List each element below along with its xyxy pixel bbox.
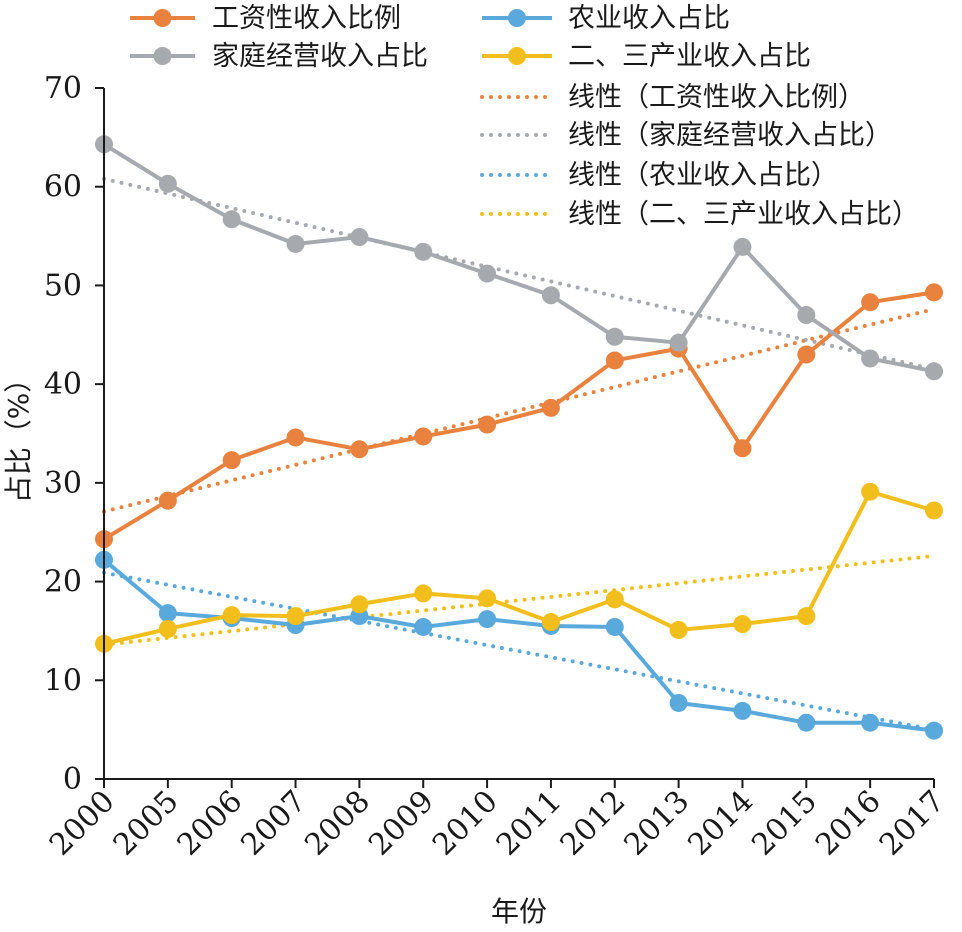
data-point xyxy=(605,617,624,636)
data-point xyxy=(861,349,880,368)
data-point xyxy=(286,234,305,253)
legend-trend-label: 线性（家庭经营收入占比） xyxy=(568,120,892,151)
y-tick-label: 60 xyxy=(44,170,82,205)
x-tick-label: 2012 xyxy=(554,784,633,863)
data-point xyxy=(797,607,816,626)
series-line xyxy=(102,290,935,541)
data-point xyxy=(478,610,497,629)
x-tick-label: 2010 xyxy=(426,784,505,863)
data-point xyxy=(414,584,433,603)
data-point xyxy=(861,713,880,732)
legend-trend-label: 线性（农业收入占比） xyxy=(568,160,838,191)
data-point xyxy=(414,242,433,261)
data-point xyxy=(541,613,560,632)
data-point xyxy=(350,228,369,247)
x-tick-label: 2013 xyxy=(618,784,697,863)
data-point xyxy=(350,440,369,459)
x-tick-label: 2009 xyxy=(362,784,441,863)
series-lines xyxy=(95,135,943,740)
data-point xyxy=(925,283,943,302)
legend-marker xyxy=(153,9,172,27)
legend-label: 工资性收入比例 xyxy=(212,3,401,34)
x-tick-label: 2016 xyxy=(809,784,888,863)
y-tick-label: 0 xyxy=(63,762,82,797)
trend-line xyxy=(102,553,936,647)
data-point xyxy=(797,713,816,732)
x-tick-label: 2014 xyxy=(681,784,760,863)
data-point xyxy=(478,589,497,608)
x-tick-label: 2015 xyxy=(745,784,824,863)
x-axis-title: 年份 xyxy=(491,895,547,928)
data-point xyxy=(414,617,433,636)
data-point xyxy=(605,327,624,346)
legend-marker xyxy=(153,47,172,65)
y-tick-label: 50 xyxy=(44,268,82,303)
y-tick-label: 70 xyxy=(44,71,82,106)
data-point xyxy=(158,491,177,510)
data-point xyxy=(861,293,880,312)
legend-label: 家庭经营收入占比 xyxy=(212,41,428,72)
trend-line xyxy=(102,570,936,732)
data-point xyxy=(925,362,943,381)
data-point xyxy=(605,351,624,370)
y-tick-label: 20 xyxy=(44,565,82,600)
data-point xyxy=(733,439,752,458)
trend-lines xyxy=(102,176,936,732)
data-point xyxy=(861,482,880,501)
legend-label: 二、三产业收入占比 xyxy=(568,41,811,72)
data-point xyxy=(733,237,752,256)
data-point xyxy=(669,333,688,352)
data-point xyxy=(158,619,177,638)
series-line xyxy=(102,558,935,733)
legend-trend-label: 线性（工资性收入比例） xyxy=(568,82,865,113)
y-tick-label: 10 xyxy=(44,663,82,698)
legend-trend-label: 线性（二、三产业收入占比） xyxy=(568,199,919,230)
data-point xyxy=(925,721,943,740)
data-point xyxy=(605,590,624,609)
trend-line xyxy=(102,176,936,372)
legend-marker xyxy=(508,9,526,27)
series-line xyxy=(103,489,935,646)
legend-label: 农业收入占比 xyxy=(568,3,730,34)
data-point xyxy=(222,210,241,229)
data-point xyxy=(669,693,688,712)
data-point xyxy=(414,427,433,446)
data-point xyxy=(222,451,241,470)
data-point xyxy=(925,501,943,520)
data-point xyxy=(797,306,816,325)
data-point xyxy=(478,264,497,283)
data-point xyxy=(541,286,560,305)
data-point xyxy=(286,607,305,626)
data-point xyxy=(286,428,305,447)
x-tick-label: 2011 xyxy=(490,784,569,863)
legend-marker xyxy=(508,47,526,65)
y-tick-label: 40 xyxy=(44,367,82,402)
data-point xyxy=(158,604,177,623)
data-point xyxy=(478,415,497,434)
trend-line xyxy=(102,307,936,514)
data-point xyxy=(669,620,688,639)
x-tick-label: 2017 xyxy=(873,784,952,863)
y-tick-label: 30 xyxy=(44,466,82,501)
x-tick-label: 2000 xyxy=(43,784,122,863)
series-line xyxy=(102,142,935,374)
x-tick-label: 2007 xyxy=(234,784,313,863)
x-tick-label: 2008 xyxy=(298,784,377,863)
data-point xyxy=(222,606,241,625)
data-point xyxy=(797,345,816,364)
x-tick-label: 2006 xyxy=(171,784,250,863)
data-point xyxy=(158,174,177,193)
x-tick-label: 2005 xyxy=(107,784,186,863)
data-point xyxy=(541,398,560,417)
data-point xyxy=(733,701,752,720)
data-point xyxy=(733,615,752,634)
y-axis-title: 占比（%） xyxy=(2,365,35,504)
data-point xyxy=(350,595,369,614)
